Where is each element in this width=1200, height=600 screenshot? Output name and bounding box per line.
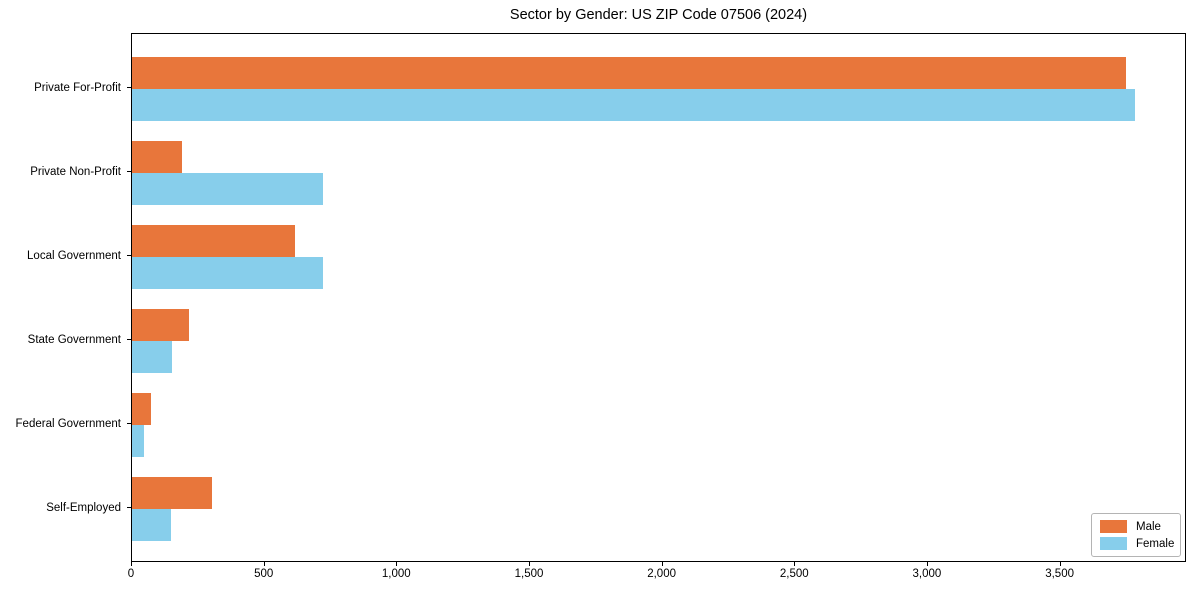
chart-title: Sector by Gender: US ZIP Code 07506 (202… <box>509 7 808 23</box>
x-tick-mark-2500 <box>794 562 796 566</box>
y-tick-mark-private-for-profit <box>127 87 131 88</box>
x-tick-mark-1500 <box>529 562 530 566</box>
bar-male-federal-government <box>132 393 151 425</box>
bar-female-local-government <box>132 257 323 289</box>
bar-female-private-for-profit <box>132 89 1135 121</box>
y-tick-label-private-non-profit: Private Non-Profit <box>30 166 121 178</box>
bar-female-state-government <box>132 341 172 373</box>
bar-female-private-non-profit <box>132 173 323 205</box>
x-tick-label-2500: 2,500 <box>779 568 809 580</box>
x-tick-mark-1000 <box>396 562 398 566</box>
y-tick-label-federal-government: Federal Government <box>15 418 121 430</box>
y-tick-mark-local-government <box>127 255 131 256</box>
x-tick-mark-500 <box>263 562 265 566</box>
y-tick-label-self-employed: Self-Employed <box>46 502 121 514</box>
y-tick-mark-private-non-profit <box>127 171 131 172</box>
x-tick-mark-3000 <box>926 562 928 566</box>
x-tick-label-0: 0 <box>127 568 135 580</box>
bar-male-private-non-profit <box>132 141 183 173</box>
x-tick-label-3500: 3,500 <box>1045 568 1074 580</box>
plot-area: Male Female <box>131 33 1186 562</box>
x-tick-mark-3500 <box>1059 562 1061 566</box>
x-tick-label-3000: 3,000 <box>912 568 942 580</box>
bar-male-local-government <box>132 225 296 257</box>
y-tick-mark-federal-government <box>127 423 131 424</box>
bar-male-private-for-profit <box>132 57 1126 89</box>
legend-label-female: Female <box>1136 537 1175 550</box>
x-tick-label-1000: 1,000 <box>381 568 411 580</box>
y-tick-label-local-government: Local Government <box>27 250 121 262</box>
bar-female-self-employed <box>132 509 171 541</box>
y-tick-label-state-government: State Government <box>27 334 121 346</box>
x-tick-mark-2000 <box>661 562 663 566</box>
x-tick-label-500: 500 <box>254 568 274 580</box>
bar-female-federal-government <box>132 425 144 457</box>
y-tick-mark-state-government <box>127 339 131 340</box>
y-tick-label-private-for-profit: Private For-Profit <box>34 82 121 94</box>
x-tick-label-1500: 1,500 <box>514 568 544 580</box>
x-tick-label-2000: 2,000 <box>647 568 676 580</box>
legend-item-male: Male <box>1092 518 1180 535</box>
legend-swatch-male <box>1100 520 1127 533</box>
y-tick-mark-self-employed <box>127 507 131 508</box>
x-tick-mark-0 <box>131 562 132 566</box>
bar-male-state-government <box>132 309 189 341</box>
legend-swatch-female <box>1100 537 1127 550</box>
legend-label-male: Male <box>1136 520 1161 533</box>
legend: Male Female <box>1091 513 1181 557</box>
bar-male-self-employed <box>132 477 212 509</box>
legend-item-female: Female <box>1092 535 1180 552</box>
